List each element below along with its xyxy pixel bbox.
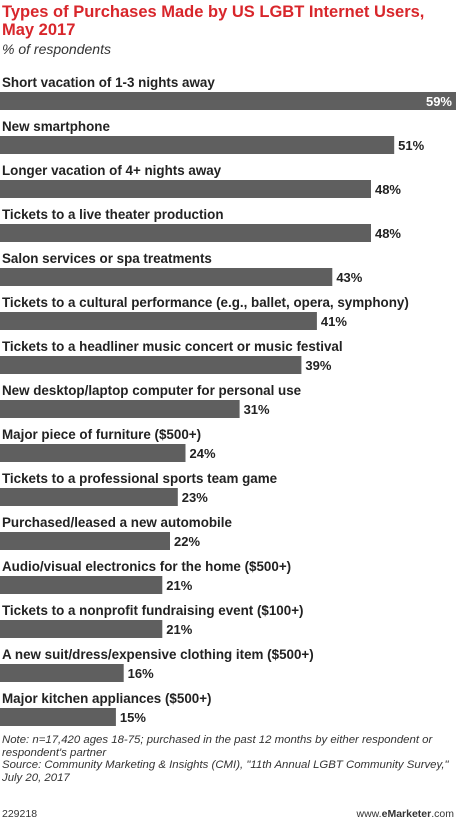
data-label: 39%: [305, 358, 331, 373]
bar: [0, 400, 240, 418]
bar: [0, 92, 456, 110]
bar: [0, 708, 116, 726]
chart-id: 229218: [2, 808, 38, 820]
bar: [0, 356, 302, 374]
data-label: 21%: [166, 578, 192, 593]
bar: [0, 576, 163, 594]
bar: [0, 532, 170, 550]
bar: [0, 664, 124, 682]
category-label: Purchased/leased a new automobile: [2, 515, 232, 530]
category-label: Short vacation of 1-3 nights away: [2, 75, 215, 90]
chart-title: Types of Purchases Made by US LGBT Inter…: [2, 3, 425, 39]
data-label: 48%: [375, 226, 401, 241]
data-label: 31%: [244, 402, 270, 417]
bar-chart: Short vacation of 1-3 nights away 59% New …: [0, 75, 456, 726]
bars-layer: Short vacation of 1-3 nights away 59% New …: [0, 75, 456, 726]
source-text: Source: Community Marketing & Insights (…: [2, 759, 449, 784]
bar: [0, 180, 371, 198]
data-label: 24%: [189, 446, 215, 461]
bar: [0, 268, 333, 286]
category-label: Tickets to a professional sports team ga…: [2, 471, 277, 486]
data-label: 21%: [166, 622, 192, 637]
category-label: Tickets to a headliner music concert or …: [2, 339, 343, 354]
chart-subtitle: % of respondents: [2, 41, 111, 57]
bar: [0, 488, 178, 506]
bar: [0, 312, 317, 330]
data-label: 15%: [120, 710, 146, 725]
brand-prefix: www.: [356, 808, 382, 820]
bar: [0, 620, 163, 638]
bar: [0, 444, 186, 462]
category-label: A new suit/dress/expensive clothing item…: [2, 647, 314, 662]
bar: [0, 224, 371, 242]
brand-suffix: .com: [431, 808, 454, 820]
data-label: 23%: [182, 490, 208, 505]
category-label: Longer vacation of 4+ nights away: [2, 163, 222, 178]
category-label: Audio/visual electronics for the home ($…: [2, 559, 291, 574]
data-label: 48%: [375, 182, 401, 197]
category-label: Major piece of furniture ($500+): [2, 427, 201, 442]
category-label: New desktop/laptop computer for personal…: [2, 383, 301, 398]
category-label: Major kitchen appliances ($500+): [2, 691, 212, 706]
bar: [0, 136, 395, 154]
brand-link[interactable]: www.eMarketer.com: [357, 808, 454, 820]
chart-notes: Note: n=17,420 ages 18-75; purchased in …: [2, 734, 454, 784]
data-label: 22%: [174, 534, 200, 549]
category-label: New smartphone: [2, 119, 110, 134]
brand-name: eMarketer: [381, 808, 432, 820]
data-label: 59%: [426, 94, 452, 109]
category-label: Tickets to a live theater production: [2, 207, 224, 222]
data-label: 51%: [398, 138, 424, 153]
note-text: Note: n=17,420 ages 18-75; purchased in …: [2, 734, 433, 759]
data-label: 43%: [336, 270, 362, 285]
data-label: 41%: [321, 314, 347, 329]
category-label: Tickets to a nonprofit fundraising event…: [2, 603, 303, 618]
category-label: Salon services or spa treatments: [2, 251, 212, 266]
category-label: Tickets to a cultural performance (e.g.,…: [2, 295, 409, 310]
data-label: 16%: [128, 666, 154, 681]
